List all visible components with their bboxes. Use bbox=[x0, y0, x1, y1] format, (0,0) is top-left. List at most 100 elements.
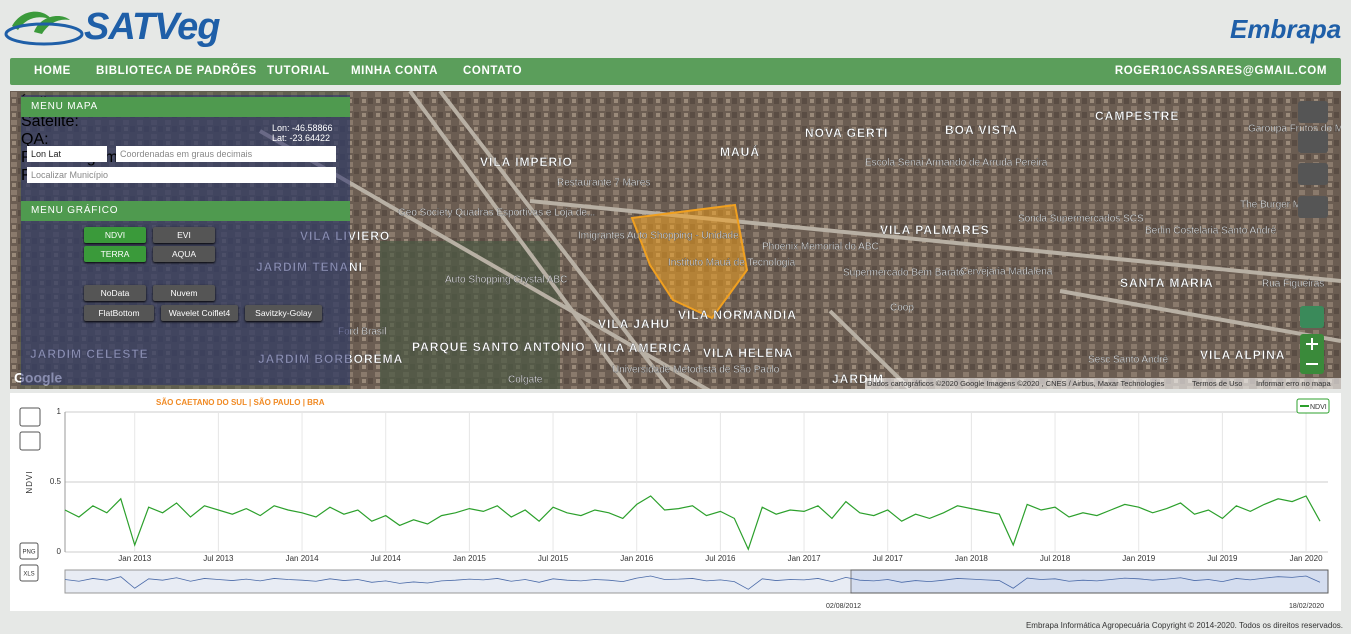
map-label: MAUÁ bbox=[720, 144, 760, 159]
control-button[interactable] bbox=[1298, 101, 1328, 123]
x-tick-label: Jul 2015 bbox=[538, 554, 569, 563]
export-label: PNG bbox=[22, 550, 35, 556]
nav-item[interactable]: TUTORIAL bbox=[267, 65, 330, 77]
x-tick-label: Jan 2015 bbox=[453, 554, 486, 563]
x-tick-label: Jul 2016 bbox=[705, 554, 736, 563]
map-label: Berlin Costelaria Santo André bbox=[1145, 226, 1277, 237]
x-tick-label: Jul 2019 bbox=[1207, 554, 1238, 563]
menu-label: Satélite: bbox=[21, 113, 79, 130]
navigator-end: 18/02/2020 bbox=[1289, 603, 1324, 610]
map-label: Sesc Santo André bbox=[1088, 355, 1168, 366]
control-button[interactable] bbox=[1298, 163, 1328, 185]
map-label: Coop bbox=[890, 303, 914, 314]
menu-button[interactable]: Savitzky-Golay bbox=[245, 305, 322, 321]
y-tick-label: 1 bbox=[57, 407, 62, 416]
x-tick-label: Jul 2017 bbox=[873, 554, 904, 563]
selected-area bbox=[630, 203, 749, 320]
menu-title: MENU GRÁFICO bbox=[21, 201, 350, 221]
map-label: Phoenix Memorial do ABC bbox=[762, 242, 879, 253]
chart-type-button[interactable] bbox=[19, 431, 41, 451]
coord-select[interactable]: Lon Lat bbox=[27, 146, 107, 162]
map-label: Auto Shopping Crystal ABC bbox=[445, 275, 567, 286]
map-label: BOA VISTA bbox=[945, 123, 1018, 137]
map-label: SANTA MARIA bbox=[1120, 276, 1214, 290]
user-menu[interactable]: ROGER10CASSARES@GMAIL.COM bbox=[1114, 65, 1327, 77]
navigator-line bbox=[64, 575, 1321, 590]
partner-logo: Embrapa bbox=[1230, 14, 1342, 44]
nav-item[interactable]: BIBLIOTECA DE PADRÕES bbox=[96, 65, 257, 77]
nav-item[interactable]: CONTATO bbox=[463, 65, 523, 77]
menu-button[interactable]: FlatBottom bbox=[84, 305, 154, 321]
nav-item[interactable]: MINHA CONTA bbox=[351, 65, 439, 77]
map-label: Colgate bbox=[508, 375, 543, 386]
chart: SÃO CAETANO DO SUL | SÃO PAULO | BRA NDVI… bbox=[10, 393, 1343, 630]
menu-button[interactable]: EVI bbox=[153, 227, 215, 243]
menu-button[interactable]: Wavelet Coiflet4 bbox=[161, 305, 238, 321]
menu-button[interactable]: AQUA bbox=[153, 246, 215, 262]
nav-item[interactable]: HOME bbox=[34, 65, 71, 77]
attribution: Dados cartográficos ©2020 Google Imagens… bbox=[867, 379, 1165, 388]
map-label: VILA IMPERIO bbox=[480, 155, 573, 169]
data-line bbox=[64, 495, 1321, 551]
menu-title: MENU MAPA bbox=[21, 97, 350, 117]
menu-button[interactable]: Nuvem bbox=[153, 285, 215, 301]
map-label: Ford Brasil bbox=[338, 327, 386, 338]
navigator-window bbox=[850, 569, 1329, 594]
control-button[interactable] bbox=[1298, 196, 1328, 218]
y-axis-label: NDVI bbox=[25, 470, 34, 493]
coord-input[interactable]: Coordenadas em graus decimais bbox=[116, 146, 336, 162]
map-label: VILA AMERICA bbox=[594, 341, 692, 355]
map-label: Escola Senai Armando de Arruda Pereira bbox=[865, 158, 1048, 169]
x-tick-label: Jan 2013 bbox=[118, 554, 151, 563]
menu-button[interactable]: TERRA bbox=[84, 246, 146, 262]
menu-button[interactable]: NDVI bbox=[84, 227, 146, 243]
export-label: XLS bbox=[23, 572, 34, 578]
map-label: Restaurante 7 Mares bbox=[557, 178, 650, 189]
chart-title: SÃO CAETANO DO SUL | SÃO PAULO | BRA bbox=[156, 398, 325, 407]
x-tick-label: Jan 2018 bbox=[955, 554, 988, 563]
legend: NDVI bbox=[1296, 398, 1330, 414]
map-label: Sonda Supermercados SCS bbox=[1018, 214, 1144, 225]
x-tick-label: Jul 2018 bbox=[1040, 554, 1071, 563]
terms-link[interactable]: Termos de Uso bbox=[1192, 379, 1242, 388]
map-label: VILA ALPINA bbox=[1200, 348, 1285, 362]
map-label: PARQUE SANTO ANTONIO bbox=[412, 340, 586, 354]
menu-button[interactable]: NoData bbox=[84, 285, 146, 301]
export-button[interactable] bbox=[19, 542, 39, 560]
map-label: Universidade Metodista de São Paulo bbox=[612, 365, 780, 376]
logo-icon bbox=[4, 11, 84, 46]
longitude: Lon: -46.58866 bbox=[272, 123, 333, 133]
menu-panel: MENU MAPA Lon: -46.58866 Lat: -23.64422 … bbox=[21, 95, 350, 385]
map-controls bbox=[1298, 101, 1328, 374]
municipality-input[interactable]: Localizar Município bbox=[27, 167, 336, 183]
x-tick-label: Jul 2013 bbox=[203, 554, 234, 563]
y-tick-label: 0.5 bbox=[50, 477, 62, 486]
legend-box bbox=[1296, 398, 1330, 414]
chart-type-button[interactable] bbox=[19, 407, 41, 427]
nav-bar: HOME BIBLIOTECA DE PADRÕES TUTORIAL MINHA C… bbox=[10, 58, 1341, 85]
map-label: VILA JAHU bbox=[598, 317, 670, 331]
map-label: Geo Society Quadras Esportivas e Loja de… bbox=[398, 208, 595, 219]
map-area bbox=[380, 241, 560, 389]
control-button[interactable] bbox=[1298, 131, 1328, 153]
menu-label: QA: bbox=[21, 131, 49, 148]
map-label: Rua Figueiras bbox=[1262, 279, 1324, 290]
map-label: Supermercado Bem Barato bbox=[843, 268, 965, 279]
layer-button[interactable] bbox=[1300, 306, 1324, 328]
report-link[interactable]: Informar erro no mapa bbox=[1256, 379, 1331, 388]
map-label: VILA HELENA bbox=[703, 346, 794, 360]
logo-text: SATVeg bbox=[84, 6, 220, 48]
x-tick-label: Jan 2016 bbox=[620, 554, 653, 563]
export-button[interactable] bbox=[19, 564, 39, 582]
x-tick-label: Jan 2014 bbox=[286, 554, 319, 563]
y-tick-label: 0 bbox=[57, 547, 62, 556]
map-label: Imigrantes Auto Shopping - Unidade bbox=[578, 231, 739, 242]
map-label: VILA PALMARES bbox=[880, 223, 990, 237]
footer: Embrapa Informática Agropecuária Copyrig… bbox=[1026, 621, 1343, 630]
navigator-start: 02/08/2012 bbox=[826, 603, 861, 610]
map-label: Instituto Mauá de Tecnologia bbox=[668, 258, 796, 269]
x-tick-label: Jul 2014 bbox=[371, 554, 402, 563]
map-label: CAMPESTRE bbox=[1095, 109, 1179, 123]
